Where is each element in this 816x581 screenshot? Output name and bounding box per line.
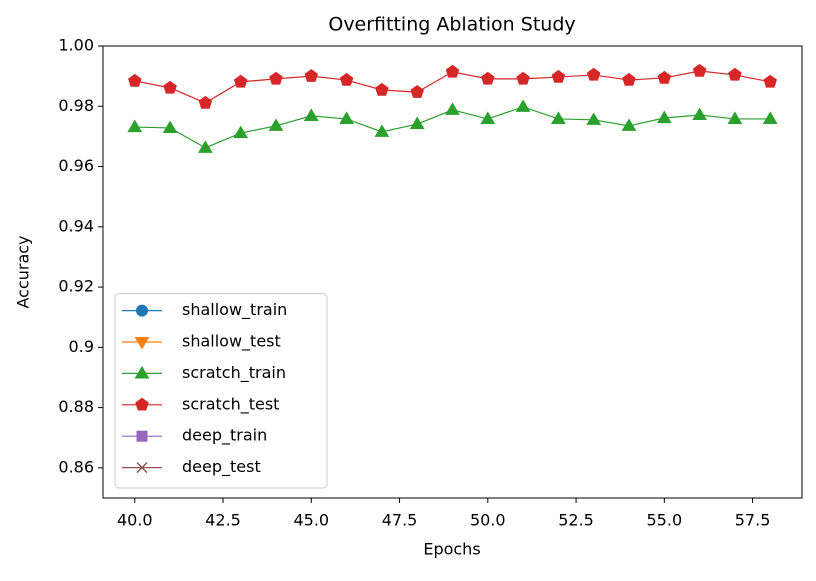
- x-axis-label: Epochs: [423, 540, 480, 559]
- y-tick-label: 0.96: [58, 156, 94, 175]
- chart-title: Overfitting Ablation Study: [328, 14, 575, 36]
- marker: [551, 111, 566, 124]
- legend: shallow_train shallow_test scratch_trainsc…: [114, 293, 328, 489]
- legend-box: [114, 293, 328, 489]
- marker: [128, 73, 142, 87]
- legend-label: deep_test: [182, 457, 261, 477]
- y-tick-label: 0.92: [58, 277, 94, 296]
- marker: [727, 111, 743, 124]
- marker: [304, 69, 319, 82]
- marker: [134, 336, 150, 350]
- y-tick-label: 1.00: [58, 36, 94, 55]
- marker: [622, 72, 636, 86]
- legend-label: shallow_train: [182, 300, 287, 320]
- marker: [136, 462, 148, 474]
- marker: [136, 304, 148, 317]
- legend-label: scratch_test: [182, 394, 279, 414]
- x-tick-label: 55.0: [647, 511, 683, 530]
- marker: [445, 64, 460, 78]
- marker: [516, 71, 530, 85]
- x-tick-label: 45.0: [293, 511, 329, 530]
- x-tick-label: 57.5: [735, 511, 771, 530]
- x-tick-label: 52.5: [558, 511, 594, 530]
- x-tick-label: 42.5: [205, 511, 241, 530]
- marker: [762, 111, 778, 124]
- y-tick-label: 0.86: [58, 457, 94, 476]
- marker: [162, 120, 178, 134]
- marker: [339, 72, 354, 86]
- marker: [268, 118, 284, 131]
- marker: [657, 70, 672, 84]
- marker: [481, 71, 495, 85]
- marker: [480, 111, 496, 124]
- y-axis-label: Accuracy: [14, 235, 33, 308]
- marker: [586, 112, 602, 125]
- marker: [375, 82, 389, 96]
- marker: [692, 107, 707, 121]
- x-tick-label: 50.0: [470, 511, 506, 530]
- y-tick-label: 0.9: [69, 337, 94, 356]
- marker: [198, 95, 213, 109]
- marker: [445, 102, 460, 115]
- marker: [134, 365, 150, 379]
- y-tick-label: 0.98: [58, 96, 94, 115]
- marker: [410, 84, 424, 98]
- marker: [163, 80, 177, 94]
- marker: [586, 67, 601, 81]
- marker: [339, 111, 354, 124]
- marker: [127, 119, 143, 133]
- marker: [135, 397, 149, 411]
- marker: [551, 69, 566, 83]
- marker: [728, 67, 742, 81]
- marker: [763, 74, 777, 88]
- legend-label: deep_train: [182, 426, 267, 446]
- marker: [233, 125, 249, 139]
- legend-label: shallow_test: [182, 332, 281, 352]
- marker: [515, 99, 531, 112]
- marker: [198, 140, 213, 153]
- y-tick-label: 0.94: [58, 216, 94, 235]
- marker: [233, 74, 248, 88]
- axes-frame: [102, 45, 803, 499]
- marker: [136, 430, 148, 442]
- y-tick-label: 0.88: [58, 397, 94, 416]
- marker: [656, 110, 672, 124]
- marker: [621, 118, 637, 131]
- marker: [409, 116, 425, 130]
- marker: [692, 63, 707, 77]
- marker: [374, 124, 390, 137]
- legend-label: scratch_train: [182, 363, 286, 383]
- x-tick-label: 47.5: [382, 511, 418, 530]
- marker: [303, 108, 319, 121]
- x-tick-label: 40.0: [117, 511, 153, 530]
- marker: [269, 71, 283, 85]
